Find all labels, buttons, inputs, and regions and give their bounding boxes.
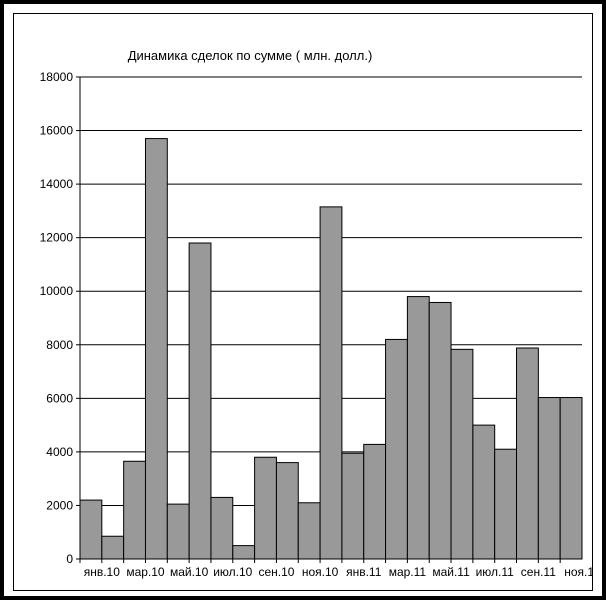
bar: [450, 348, 474, 560]
bar: [363, 443, 387, 560]
y-tick-label: 6000: [46, 391, 73, 405]
y-tick-label: 4000: [46, 445, 73, 459]
bar: [494, 448, 518, 560]
bar: [210, 496, 234, 560]
x-tick-label: янв.11: [346, 565, 382, 579]
bar: [319, 206, 343, 560]
chart-area: Динамика сделок по сумме ( млн. долл.) 0…: [13, 13, 593, 591]
bar: [101, 535, 125, 560]
x-tick-label: ноя.10: [302, 565, 339, 579]
y-tick-label: 2000: [46, 498, 73, 512]
bar: [385, 338, 408, 560]
y-tick-labels: 0 2000 4000 6000 8000 10000 12000 14000 16000 180…: [40, 70, 74, 566]
bar: [166, 503, 190, 560]
x-tick-label: мар.10: [126, 565, 165, 579]
x-tick-label: мар.11: [389, 565, 427, 579]
x-tick-labels: янв.10 мар.10 май.10 июл.10 сен.10 ноя.10 янв.…: [84, 565, 592, 579]
y-tick-label: 8000: [46, 338, 73, 352]
y-tick-label: 18000: [40, 70, 74, 84]
bar-chart: Динамика сделок по сумме ( млн. долл.) 0…: [40, 48, 592, 579]
bar: [537, 397, 561, 560]
chart-title: Динамика сделок по сумме ( млн. долл.): [128, 48, 373, 63]
x-tick-label: июл.11: [476, 565, 515, 579]
bars: [79, 138, 583, 560]
bar: [232, 545, 256, 560]
bar: [79, 499, 103, 560]
x-tick-label: май.11: [432, 565, 470, 579]
x-tick-label: сен.10: [258, 565, 294, 579]
bar: [472, 424, 496, 560]
bar: [428, 301, 452, 560]
x-tick-label: июл.10: [213, 565, 252, 579]
x-tick-label: янв.10: [84, 565, 121, 579]
bar: [188, 242, 212, 560]
y-tick-label: 14000: [40, 177, 74, 191]
y-tick-label: 16000: [40, 124, 74, 138]
bar: [559, 397, 583, 560]
bar: [516, 347, 539, 560]
bar: [123, 460, 146, 560]
bar: [275, 462, 299, 560]
bar: [297, 502, 321, 560]
bar: [254, 456, 277, 560]
y-tick-label: 12000: [40, 231, 74, 245]
bar: [406, 296, 430, 560]
x-tick-label: ноя.11: [564, 565, 592, 579]
axes: [76, 76, 582, 563]
bar: [144, 138, 168, 560]
y-tick-label: 0: [66, 552, 73, 566]
bar: [341, 452, 365, 560]
x-tick-label: сен.11: [521, 565, 556, 579]
x-tick-label: май.10: [170, 565, 209, 579]
y-tick-label: 10000: [40, 284, 74, 298]
